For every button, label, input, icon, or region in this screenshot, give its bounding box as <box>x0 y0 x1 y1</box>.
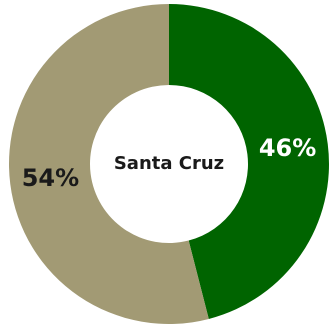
center-label: Santa Cruz <box>114 153 224 174</box>
slice-label-1: 46% <box>259 134 316 162</box>
slice-labels: 46% 54% <box>22 134 317 192</box>
donut-slice-2 <box>8 4 209 325</box>
donut-slice-1 <box>169 4 329 319</box>
donut-slices <box>8 4 329 325</box>
slice-label-2: 54% <box>22 164 79 192</box>
